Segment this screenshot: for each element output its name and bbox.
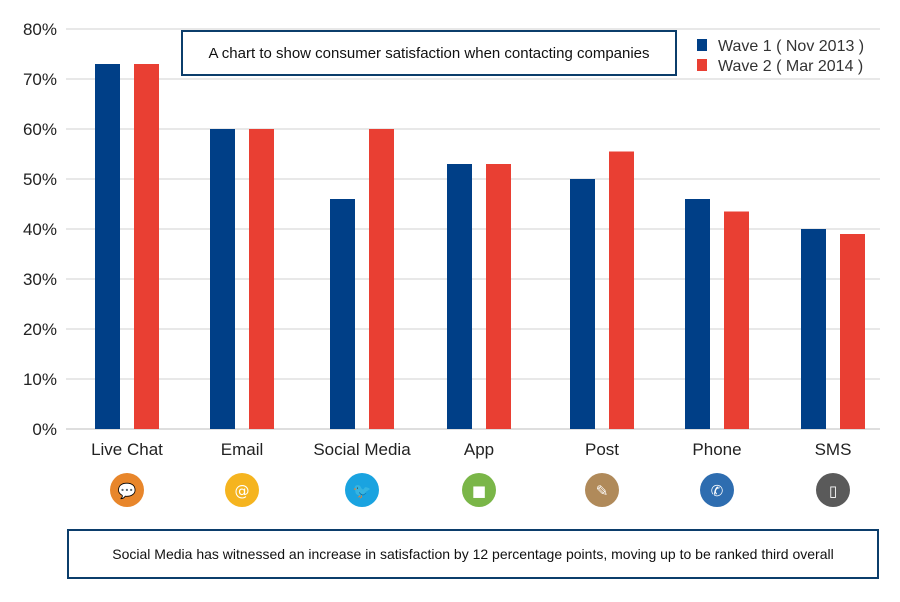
chat-bubble-icon <box>110 473 144 507</box>
y-tick-label: 20% <box>23 320 57 339</box>
y-tick-label: 70% <box>23 70 57 89</box>
y-tick-label: 30% <box>23 270 57 289</box>
y-tick-label: 0% <box>32 420 57 439</box>
chart-title-box: A chart to show consumer satisfaction wh… <box>181 30 677 76</box>
y-tick-label: 10% <box>23 370 57 389</box>
app-square-icon-glyph: ■ <box>472 482 486 500</box>
bar-wave2 <box>724 211 749 429</box>
bar-wave2 <box>369 129 394 429</box>
mobile-device-icon <box>816 473 850 507</box>
app-square-icon <box>462 473 496 507</box>
at-sign-icon-glyph: @ <box>235 482 250 500</box>
phone-icon <box>700 473 734 507</box>
legend-swatch <box>697 59 707 71</box>
note-box: Social Media has witnessed an increase i… <box>67 529 879 579</box>
bar-wave1 <box>447 164 472 429</box>
x-tick-label: Email <box>221 440 264 459</box>
bar-wave1 <box>801 229 826 429</box>
bar-wave2 <box>840 234 865 429</box>
bar-wave1 <box>210 129 235 429</box>
mobile-device-icon-glyph: ▯ <box>829 482 837 500</box>
bar-wave2 <box>249 129 274 429</box>
bar-wave1 <box>685 199 710 429</box>
bar-wave2 <box>134 64 159 429</box>
x-tick-label: Post <box>585 440 619 459</box>
twitter-bird-icon <box>345 473 379 507</box>
chart-title: A chart to show consumer satisfaction wh… <box>208 44 650 62</box>
note-text: Social Media has witnessed an increase i… <box>112 546 834 562</box>
chat-bubble-icon-glyph: 💬 <box>118 482 137 500</box>
y-tick-label: 40% <box>23 220 57 239</box>
bar-wave1 <box>95 64 120 429</box>
x-tick-label: App <box>464 440 494 459</box>
legend-label: Wave 2 ( Mar 2014 ) <box>718 58 863 75</box>
letter-pen-icon-glyph: ✎ <box>596 482 609 500</box>
phone-icon-glyph: ✆ <box>711 482 724 500</box>
bar-wave1 <box>330 199 355 429</box>
x-tick-label: Social Media <box>313 440 411 459</box>
legend-swatch <box>697 39 707 51</box>
letter-pen-icon <box>585 473 619 507</box>
twitter-bird-icon-glyph: 🐦 <box>353 482 372 500</box>
bar-wave2 <box>486 164 511 429</box>
y-tick-label: 80% <box>23 20 57 39</box>
legend-label: Wave 1 ( Nov 2013 ) <box>718 38 864 55</box>
y-tick-label: 60% <box>23 120 57 139</box>
y-tick-label: 50% <box>23 170 57 189</box>
x-tick-label: Live Chat <box>91 440 163 459</box>
bar-wave1 <box>570 179 595 429</box>
at-sign-icon <box>225 473 259 507</box>
bar-wave2 <box>609 151 634 429</box>
x-tick-label: Phone <box>692 440 741 459</box>
x-tick-label: SMS <box>815 440 852 459</box>
